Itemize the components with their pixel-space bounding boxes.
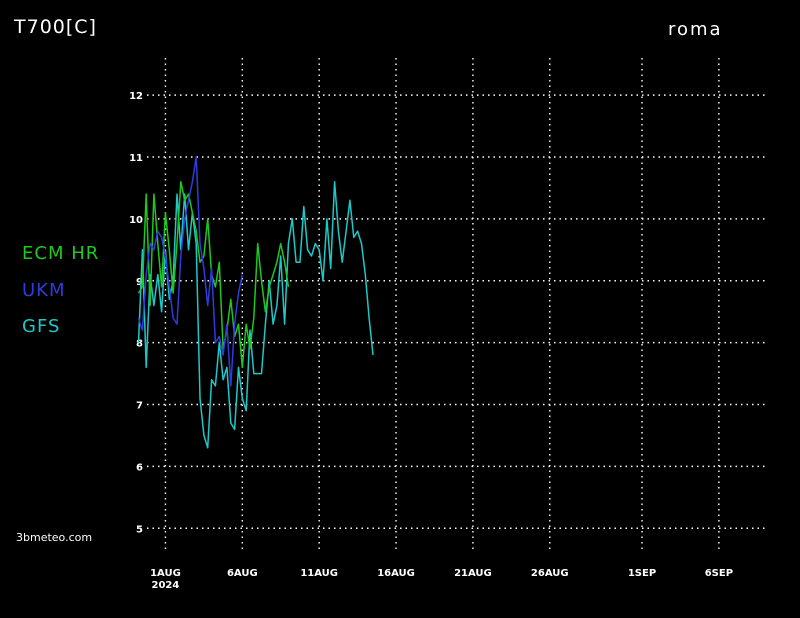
- x-tick-label: 11AUG: [300, 568, 338, 579]
- y-tick-label: 9: [136, 277, 143, 288]
- legend-gfs: GFS: [22, 316, 61, 337]
- y-tick-label: 7: [136, 401, 143, 412]
- x-tick-sublabel: 2024: [152, 580, 180, 591]
- x-tick-label: 1AUG: [150, 568, 181, 579]
- chart-title: T700[C]: [14, 16, 97, 38]
- y-axis-ticks: 5 6 7 8 9 10 11 12: [129, 91, 143, 535]
- x-tick-label: 6SEP: [705, 568, 733, 579]
- y-tick-label: 12: [129, 91, 143, 102]
- legend-ukm: UKM: [22, 280, 66, 301]
- series-lines: [137, 156, 374, 449]
- series-line-ecm-hr: [137, 181, 290, 369]
- x-tick-label: 26AUG: [531, 568, 569, 579]
- legend-ecm-hr: ECM HR: [22, 243, 100, 264]
- x-tick-label: 16AUG: [377, 568, 415, 579]
- y-tick-label: 8: [136, 339, 143, 350]
- x-tick-label: 6AUG: [227, 568, 258, 579]
- credit-text: 3bmeteo.com: [16, 531, 93, 544]
- location-label: roma: [668, 19, 723, 40]
- y-tick-label: 6: [136, 462, 143, 473]
- x-tick-label: 1SEP: [628, 568, 656, 579]
- x-tick-label: 21AUG: [454, 568, 492, 579]
- series-line-gfs: [137, 181, 374, 449]
- y-tick-label: 5: [136, 524, 143, 535]
- grid: [147, 58, 765, 553]
- y-tick-label: 11: [129, 153, 143, 164]
- y-tick-label: 10: [129, 215, 143, 226]
- series-line-ukm: [137, 156, 244, 387]
